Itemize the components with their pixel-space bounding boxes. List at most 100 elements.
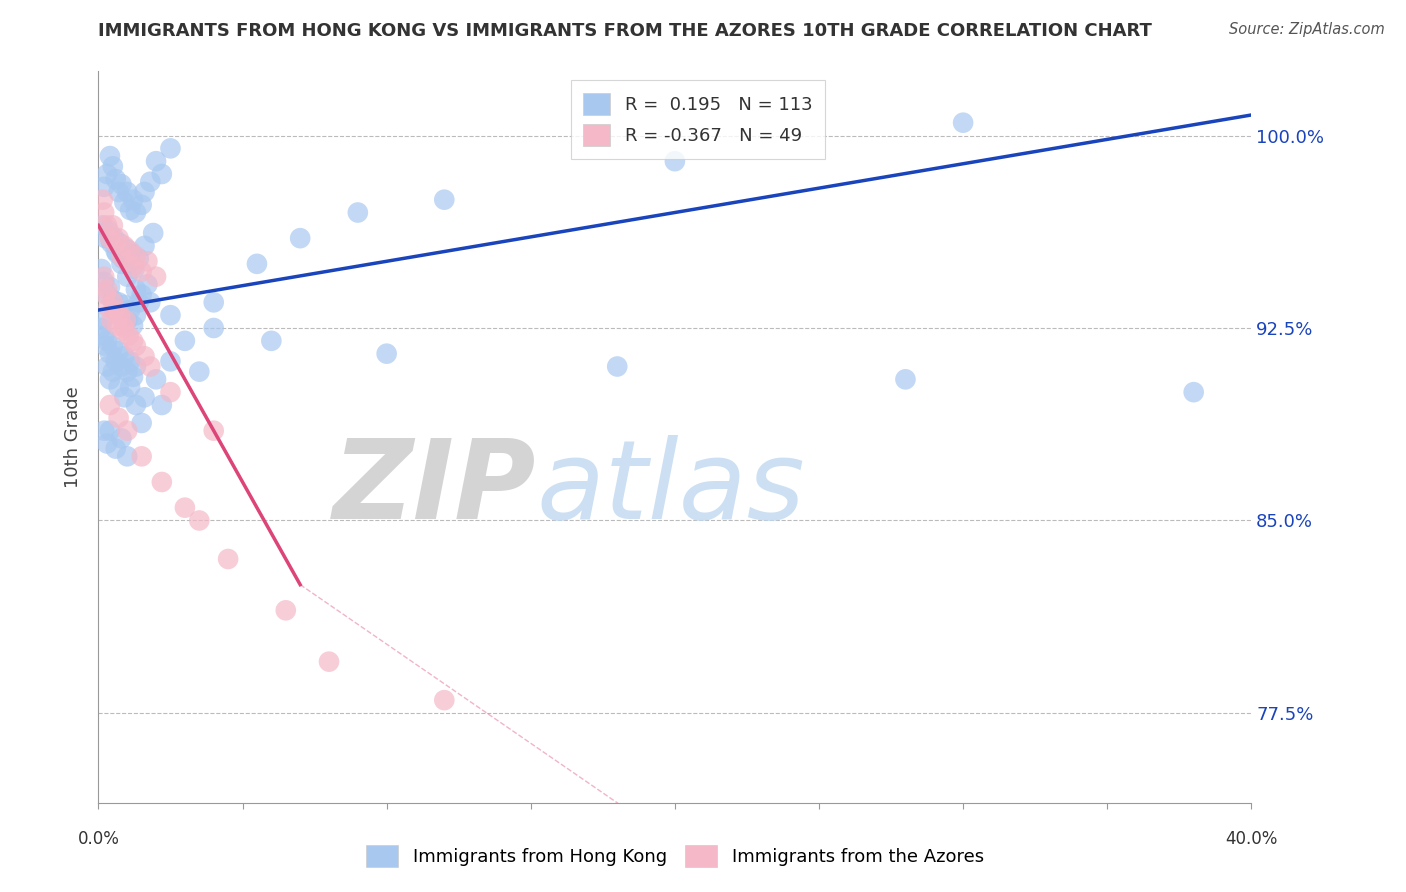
Point <box>125 339 148 353</box>
Point <box>134 239 156 253</box>
Point <box>217 552 239 566</box>
Point <box>159 385 181 400</box>
Point <box>122 318 145 333</box>
Point <box>107 308 129 322</box>
Point <box>952 116 974 130</box>
Point <box>100 313 122 327</box>
Point <box>105 318 128 333</box>
Point <box>120 354 142 368</box>
Point <box>104 303 127 318</box>
Point <box>112 349 135 363</box>
Point <box>125 359 148 374</box>
Point <box>90 321 112 335</box>
Point <box>159 141 181 155</box>
Point <box>101 295 124 310</box>
Point <box>1182 385 1205 400</box>
Point <box>120 244 142 258</box>
Point <box>112 390 135 404</box>
Point <box>108 308 131 322</box>
Point <box>117 254 139 268</box>
Point <box>139 359 162 374</box>
Point <box>117 313 139 327</box>
Point <box>93 424 115 438</box>
Point <box>150 475 173 489</box>
Point <box>125 283 148 297</box>
Point <box>97 301 120 315</box>
Point <box>128 252 150 266</box>
Point <box>101 159 124 173</box>
Text: 0.0%: 0.0% <box>77 830 120 847</box>
Point <box>118 257 141 271</box>
Point <box>202 295 225 310</box>
Point <box>94 287 117 301</box>
Point <box>120 303 142 318</box>
Point <box>174 334 197 348</box>
Point <box>122 260 145 274</box>
Point <box>93 328 115 343</box>
Point <box>104 244 127 258</box>
Point <box>121 246 143 260</box>
Text: ZIP: ZIP <box>333 434 537 541</box>
Point <box>188 365 211 379</box>
Point <box>174 500 197 515</box>
Point <box>94 231 117 245</box>
Point <box>202 424 225 438</box>
Point <box>131 264 153 278</box>
Point <box>110 178 132 192</box>
Point <box>110 308 132 322</box>
Point <box>136 254 159 268</box>
Point <box>96 283 118 297</box>
Point <box>145 372 167 386</box>
Point <box>91 193 114 207</box>
Point <box>134 349 156 363</box>
Legend: Immigrants from Hong Kong, Immigrants from the Azores: Immigrants from Hong Kong, Immigrants fr… <box>359 838 991 874</box>
Point <box>110 257 132 271</box>
Point <box>112 239 135 253</box>
Point <box>97 223 120 237</box>
Point <box>112 195 135 210</box>
Point <box>107 231 129 245</box>
Y-axis label: 10th Grade: 10th Grade <box>65 386 83 488</box>
Point <box>98 231 121 245</box>
Point <box>139 175 162 189</box>
Point <box>91 313 114 327</box>
Point <box>110 249 132 263</box>
Point <box>107 380 129 394</box>
Point <box>150 167 173 181</box>
Point <box>90 262 112 277</box>
Point <box>107 344 129 359</box>
Point <box>101 219 124 233</box>
Point <box>433 693 456 707</box>
Point <box>96 436 118 450</box>
Point <box>159 308 181 322</box>
Point <box>114 313 136 327</box>
Point <box>124 262 146 277</box>
Point <box>346 205 368 219</box>
Point <box>139 295 162 310</box>
Point <box>93 179 115 194</box>
Point <box>93 269 115 284</box>
Point <box>104 354 127 368</box>
Point <box>107 410 129 425</box>
Point <box>131 287 153 301</box>
Point <box>136 277 159 292</box>
Point <box>290 231 312 245</box>
Text: IMMIGRANTS FROM HONG KONG VS IMMIGRANTS FROM THE AZORES 10TH GRADE CORRELATION C: IMMIGRANTS FROM HONG KONG VS IMMIGRANTS … <box>98 22 1153 40</box>
Point <box>96 359 118 374</box>
Point <box>188 514 211 528</box>
Point <box>114 242 136 256</box>
Point <box>117 365 139 379</box>
Point <box>202 321 225 335</box>
Point <box>98 149 121 163</box>
Point <box>117 424 139 438</box>
Point <box>98 231 121 245</box>
Point <box>159 354 181 368</box>
Point <box>103 231 125 245</box>
Point <box>122 369 145 384</box>
Legend: R =  0.195   N = 113, R = -0.367   N = 49: R = 0.195 N = 113, R = -0.367 N = 49 <box>571 80 825 159</box>
Point <box>96 219 118 233</box>
Point <box>101 365 124 379</box>
Point <box>134 185 156 199</box>
Point <box>134 390 156 404</box>
Text: atlas: atlas <box>537 434 806 541</box>
